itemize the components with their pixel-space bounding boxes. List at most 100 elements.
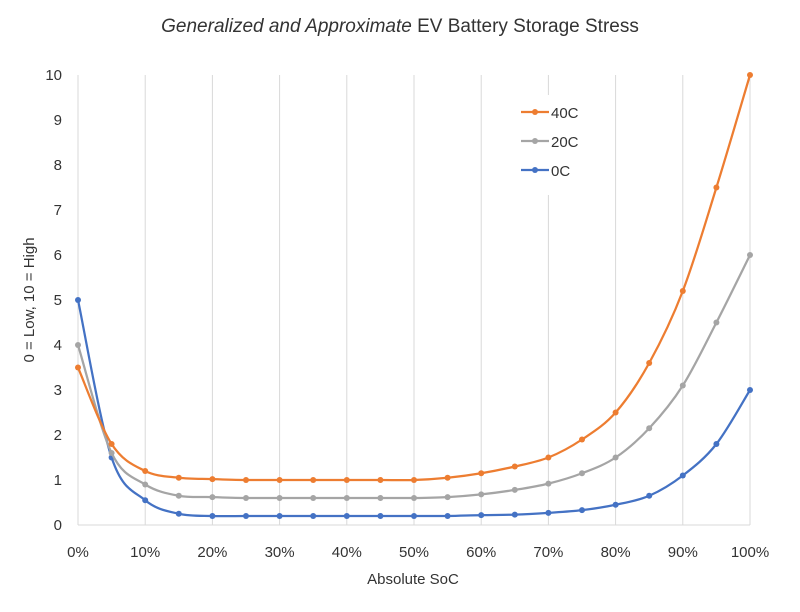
data-point xyxy=(713,319,720,326)
data-point xyxy=(679,382,686,389)
data-point xyxy=(377,477,384,483)
data-point xyxy=(276,513,283,519)
data-point xyxy=(377,513,384,519)
data-point xyxy=(108,450,115,456)
legend-label: 0C xyxy=(551,163,570,180)
data-point xyxy=(411,495,417,501)
data-point xyxy=(444,474,451,481)
data-point xyxy=(75,342,81,348)
data-point xyxy=(377,495,384,501)
data-point xyxy=(579,436,585,443)
data-point xyxy=(343,477,350,483)
data-point xyxy=(209,494,216,501)
y-tick-label: 7 xyxy=(54,202,62,219)
title-part: EV Battery Storage Stress xyxy=(412,16,639,37)
data-point xyxy=(175,510,182,517)
legend-marker xyxy=(532,109,538,115)
data-point xyxy=(276,477,283,483)
data-point xyxy=(713,184,720,191)
data-point xyxy=(545,509,552,516)
data-point xyxy=(747,387,753,393)
y-tick-label: 8 xyxy=(54,157,62,174)
data-point xyxy=(679,288,686,294)
data-point xyxy=(142,497,149,504)
legend-label: 40C xyxy=(551,105,579,122)
y-axis-ticks: 0 1 2 3 4 5 6 7 8 9 10 xyxy=(45,67,62,534)
x-tick-label: 40% xyxy=(332,544,362,561)
legend-item-40c: 40C xyxy=(521,105,579,122)
x-tick-label: 0% xyxy=(67,544,89,561)
data-point xyxy=(343,495,350,501)
legend-item-20c: 20C xyxy=(521,134,579,151)
data-point xyxy=(478,512,485,519)
y-tick-label: 6 xyxy=(54,247,62,264)
legend-item-0c: 0C xyxy=(521,163,570,180)
data-point xyxy=(310,513,317,519)
data-point xyxy=(243,477,249,483)
y-tick-label: 0 xyxy=(54,517,62,534)
data-point xyxy=(310,495,317,501)
data-point xyxy=(612,501,619,508)
x-tick-label: 50% xyxy=(399,544,429,561)
data-point xyxy=(511,486,518,493)
x-tick-label: 60% xyxy=(466,544,496,561)
data-point xyxy=(646,360,653,366)
data-point xyxy=(579,507,585,514)
data-point xyxy=(478,491,485,498)
x-tick-label: 80% xyxy=(601,544,631,561)
data-point xyxy=(175,474,182,481)
data-point xyxy=(276,495,283,501)
data-point xyxy=(545,454,552,461)
data-point xyxy=(646,425,653,432)
data-point xyxy=(511,511,518,518)
data-point xyxy=(209,476,216,483)
data-point xyxy=(209,513,216,519)
x-axis-ticks: 0% 10% 20% 30% 40% 50% 60% 70% 80% 90% 100% xyxy=(67,544,769,561)
data-point xyxy=(343,513,350,519)
y-tick-label: 9 xyxy=(54,112,62,129)
data-point xyxy=(713,441,720,447)
series-40c xyxy=(75,72,753,483)
grid-lines xyxy=(77,75,751,526)
x-tick-label: 90% xyxy=(668,544,698,561)
legend-label: 20C xyxy=(551,134,579,151)
data-point xyxy=(75,297,81,303)
data-point xyxy=(579,470,585,477)
data-point xyxy=(646,492,653,499)
data-point xyxy=(175,492,182,499)
x-tick-label: 10% xyxy=(130,544,160,561)
data-point xyxy=(747,72,753,78)
x-axis-label: Absolute SoC xyxy=(367,571,459,588)
data-point xyxy=(612,409,619,416)
y-axis-label: 0 = Low, 10 = High xyxy=(21,237,38,362)
series-group xyxy=(75,72,753,519)
data-point xyxy=(478,470,485,477)
y-tick-label: 5 xyxy=(54,292,62,309)
data-point xyxy=(612,454,619,461)
legend: 40C 20C 0C xyxy=(505,95,600,195)
y-tick-label: 2 xyxy=(54,427,62,444)
data-point xyxy=(679,472,686,479)
data-point xyxy=(142,481,149,488)
data-point xyxy=(310,477,317,483)
x-tick-label: 70% xyxy=(533,544,563,561)
data-point xyxy=(243,513,249,519)
data-point xyxy=(75,364,81,371)
data-point xyxy=(142,468,149,474)
data-point xyxy=(444,494,451,501)
x-tick-label: 100% xyxy=(731,544,769,561)
series-20c xyxy=(75,252,753,501)
data-point xyxy=(545,480,552,487)
data-point xyxy=(444,513,451,519)
y-tick-label: 3 xyxy=(54,382,62,399)
series-line xyxy=(76,74,752,482)
y-tick-label: 4 xyxy=(54,337,62,354)
x-tick-label: 20% xyxy=(197,544,227,561)
series-0c xyxy=(75,297,753,519)
legend-box xyxy=(505,95,600,195)
data-point xyxy=(108,441,115,447)
legend-marker xyxy=(532,167,538,173)
data-point xyxy=(511,463,518,470)
